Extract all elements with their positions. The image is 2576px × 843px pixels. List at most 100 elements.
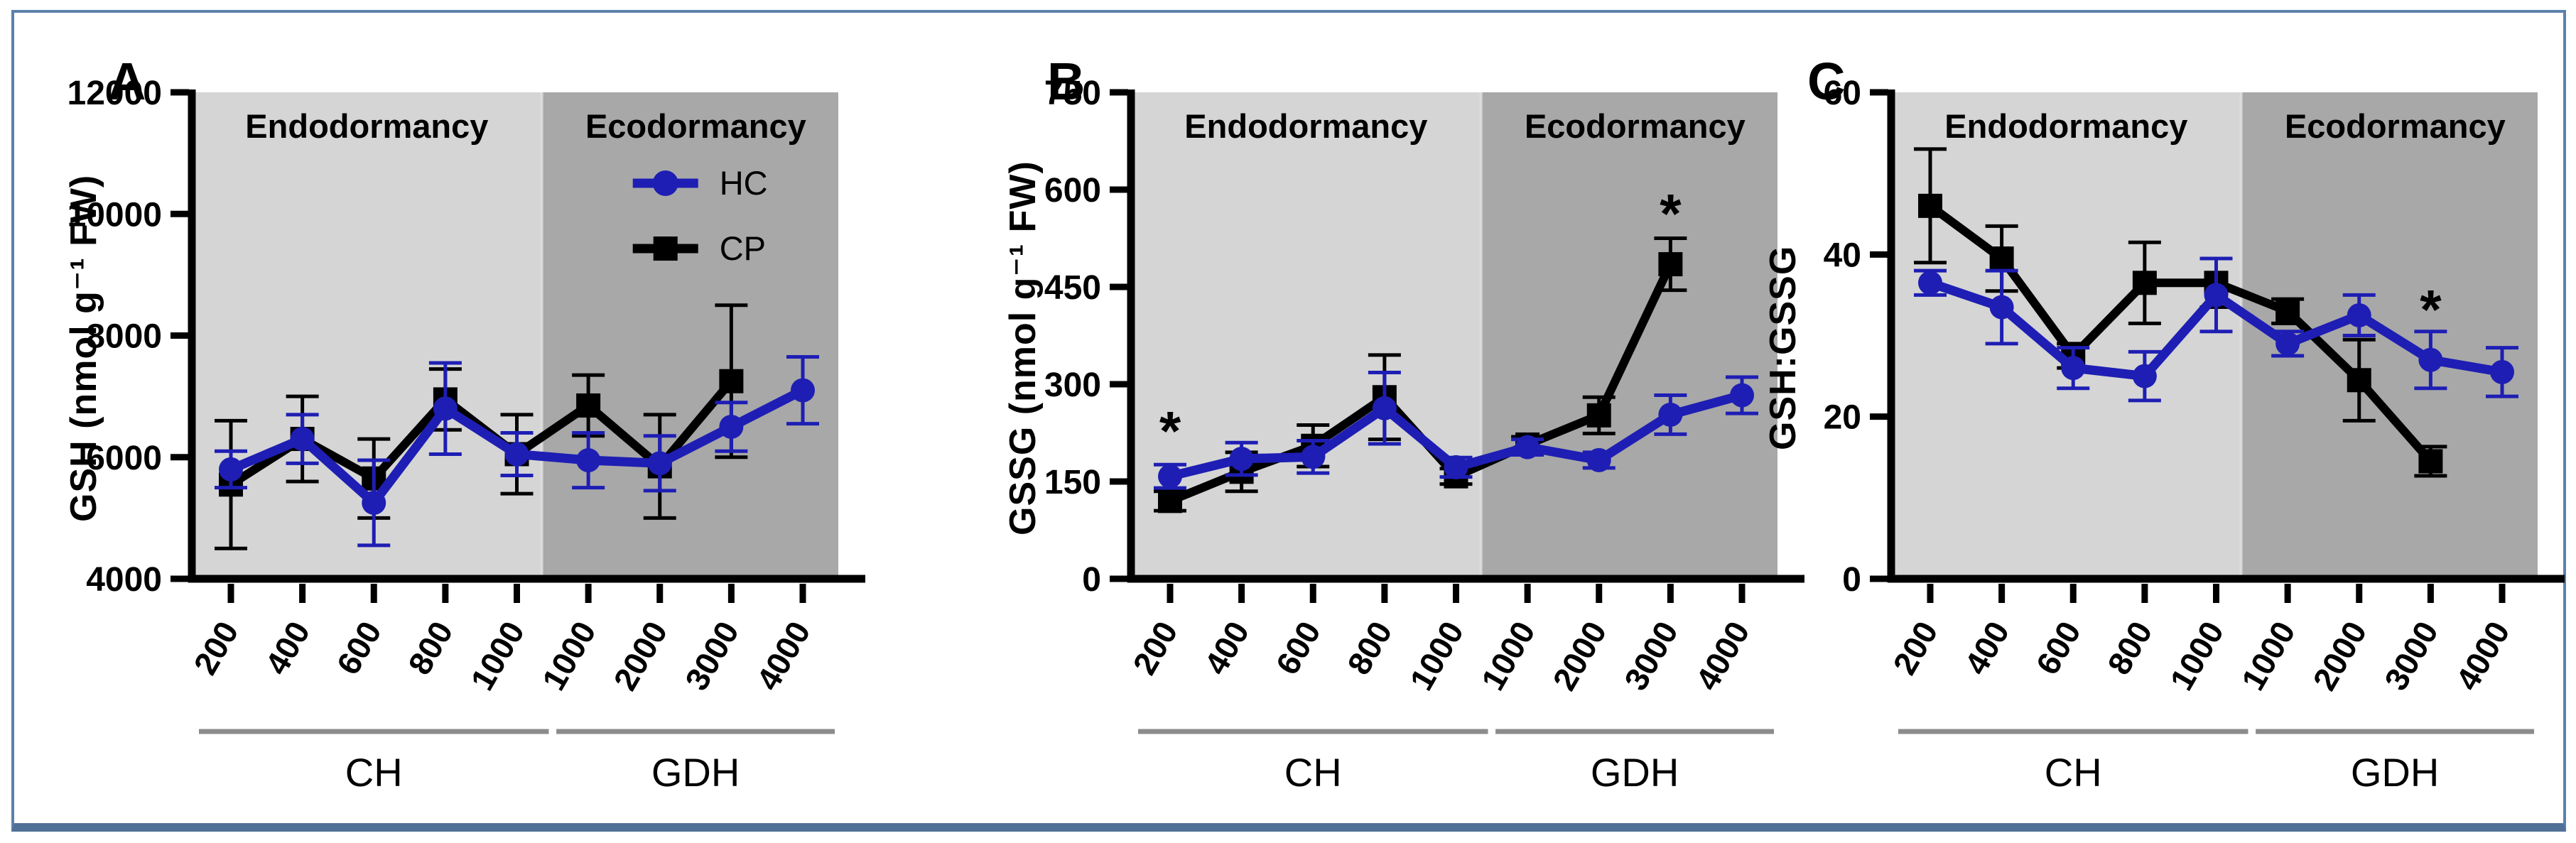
hc-data-point — [1444, 455, 1468, 479]
cp-data-point — [2132, 271, 2157, 295]
x-tick-label: 400 — [1197, 615, 1256, 680]
x-tick-label: 4000 — [749, 615, 817, 697]
x-tick-label: 400 — [1957, 615, 2016, 680]
x-tick-label: 1000 — [535, 615, 603, 697]
band-divider — [540, 92, 543, 579]
panel-b: B Endodormancy Ecodormancy 0 150 300 450 600 75… — [989, 14, 1813, 824]
hc-data-point — [504, 442, 529, 467]
panel-a: A Endodormancy Ecodormancy 4000 6000 8000 100… — [50, 14, 874, 824]
x-tick-label: 2000 — [606, 615, 674, 697]
group-label: CH — [2045, 750, 2102, 795]
x-tick-label: 800 — [401, 615, 460, 680]
x-tick-label: 600 — [2029, 615, 2088, 680]
hc-data-point — [2347, 303, 2371, 327]
x-tick-label: 1000 — [1402, 615, 1471, 697]
x-tick-label: 1000 — [2234, 615, 2302, 697]
panel-c: C Endodormancy Ecodormancy 0 20 40 60 200 400 60… — [1749, 14, 2573, 824]
cp-data-point — [1586, 403, 1611, 428]
hc-data-point — [1372, 396, 1397, 420]
hc-data-point — [2418, 347, 2443, 372]
hc-data-point — [1586, 447, 1611, 472]
band-divider — [1479, 92, 1483, 579]
hc-data-point — [2275, 331, 2300, 356]
ecodormancy-label: Ecodormancy — [585, 107, 806, 145]
circle-marker-icon — [652, 170, 678, 196]
hc-data-point — [2132, 364, 2157, 388]
group-label: GDH — [1591, 750, 1679, 795]
ecodormancy-label: Ecodormancy — [2285, 107, 2506, 145]
x-tick-label: 400 — [258, 615, 317, 680]
hc-data-point — [1918, 271, 1942, 295]
x-tick-label: 2000 — [1545, 615, 1613, 697]
hc-data-point — [647, 451, 672, 476]
legend-label: HC — [720, 164, 768, 202]
significance-asterisk: * — [2420, 278, 2442, 340]
y-tick-label: 150 — [1044, 464, 1101, 501]
panel-c-chart: Endodormancy Ecodormancy 0 20 40 60 200 400 600 8… — [1824, 75, 2565, 795]
x-tick-label: 4000 — [2448, 615, 2516, 697]
hc-data-point — [1229, 447, 1254, 472]
endodormancy-label: Endodormancy — [245, 107, 488, 145]
panel-c-letter: C — [1807, 52, 1846, 111]
panel-b-letter: B — [1047, 52, 1086, 111]
hc-data-point — [1658, 402, 1683, 427]
cp-data-point — [576, 393, 601, 418]
cp-data-point — [1918, 193, 1942, 218]
endodormancy-band — [1894, 92, 2241, 579]
hc-data-point — [2490, 359, 2514, 384]
y-tick-label: 20 — [1824, 399, 1861, 437]
cp-data-point — [1158, 489, 1182, 513]
y-tick-label: 4000 — [86, 561, 162, 599]
y-tick-label: 60 — [1824, 75, 1861, 112]
x-tick-label: 3000 — [678, 615, 746, 697]
hc-data-point — [1158, 464, 1182, 489]
x-tick-label: 200 — [186, 615, 245, 680]
hc-data-point — [1515, 435, 1540, 459]
ecodormancy-band — [541, 92, 838, 579]
hc-data-point — [1730, 383, 1754, 408]
y-tick-label: 10000 — [67, 196, 162, 234]
x-tick-label: 1000 — [1474, 615, 1542, 697]
hc-data-point — [290, 427, 315, 452]
group-label: CH — [345, 750, 403, 795]
x-tick-label: 600 — [330, 615, 389, 680]
x-tick-label: 200 — [1125, 615, 1184, 680]
cp-data-point — [2275, 299, 2300, 324]
x-tick-label: 800 — [2100, 615, 2159, 680]
y-tick-label: 750 — [1044, 75, 1101, 112]
hc-data-point — [2204, 283, 2229, 308]
panel-a-letter: A — [108, 52, 146, 111]
hc-data-point — [362, 490, 386, 515]
panel-c-y-axis-label: GSH:GSSG — [1763, 245, 1804, 451]
x-tick-label: 1000 — [2163, 615, 2231, 697]
significance-asterisk: * — [1159, 400, 1181, 462]
endodormancy-band — [1134, 92, 1481, 579]
endodormancy-label: Endodormancy — [1944, 107, 2187, 145]
panel-a-chart: Endodormancy Ecodormancy 4000 6000 8000 10000… — [67, 75, 865, 795]
x-tick-label: 4000 — [1688, 615, 1756, 697]
band-divider — [2239, 92, 2243, 579]
hc-data-point — [1301, 445, 1326, 469]
hc-data-point — [791, 378, 815, 403]
y-tick-label: 40 — [1824, 236, 1861, 274]
y-tick-label: 0 — [1842, 561, 1861, 599]
legend-label: CP — [720, 229, 766, 267]
square-marker-icon — [653, 236, 678, 261]
x-tick-label: 1000 — [463, 615, 531, 697]
cp-data-point — [1989, 246, 2014, 271]
x-tick-label: 3000 — [1617, 615, 1685, 697]
panel-b-y-axis-label: GSSG (nmol g⁻¹ FW) — [1002, 161, 1044, 535]
y-tick-label: 12000 — [67, 75, 162, 112]
y-tick-label: 450 — [1044, 269, 1101, 307]
x-tick-label: 3000 — [2377, 615, 2445, 697]
cp-data-point — [1658, 252, 1683, 277]
panel-b-chart: Endodormancy Ecodormancy 0 150 300 450 600 750 2… — [1044, 75, 1804, 795]
panel-a-y-axis-label: GSH (nmol g⁻¹ FW) — [63, 174, 104, 522]
group-label: GDH — [651, 750, 740, 795]
hc-data-point — [219, 457, 243, 482]
significance-asterisk: * — [1660, 183, 1682, 245]
ecodormancy-label: Ecodormancy — [1525, 107, 1746, 145]
hc-data-point — [576, 448, 601, 473]
x-tick-label: 200 — [1885, 615, 1944, 680]
x-tick-label: 2000 — [2305, 615, 2374, 697]
